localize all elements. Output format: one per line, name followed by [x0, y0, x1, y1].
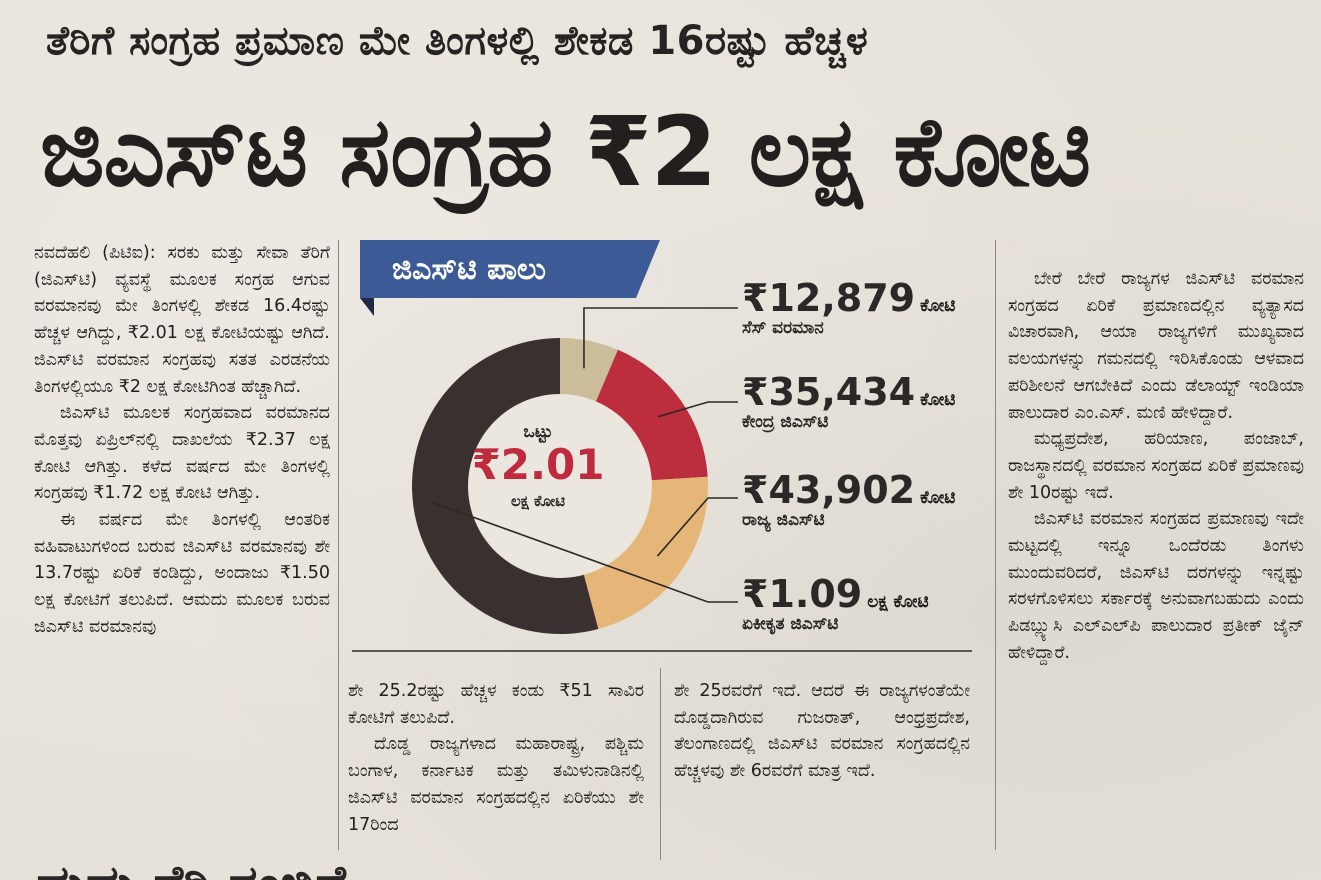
paragraph: ಶೇ 25.2ರಷ್ಟು ಹೆಚ್ಚಳ ಕಂಡು ₹51 ಸಾವಿರ ಕೋಟಿಗ…: [348, 681, 644, 728]
callout-unit: ಕೋಟಿ: [920, 296, 956, 316]
paragraph: ದೊಡ್ಡ ರಾಜ್ಯಗಳಾದ ಮಹಾರಾಷ್ಟ್ರ, ಪಶ್ಚಿಮ ಬಂಗಾಳ…: [348, 734, 644, 835]
callout-label: ಸೆಸ್ ವರಮಾನ: [742, 318, 824, 338]
paragraph: ಜಿಎಸ್‌ಟಿ ವರಮಾನ ಸಂಗ್ರಹದ ಪ್ರಮಾಣವು ಇದೇ ಮಟ್ಟ…: [1008, 509, 1304, 663]
callout-amount: ₹1.09: [742, 572, 863, 616]
callout-unit: ಲಕ್ಷ ಕೋಟಿ: [867, 592, 929, 612]
kicker-headline: ತೆರಿಗೆ ಸಂಗ್ರಹ ಪ್ರಮಾಣ ಮೇ ತಿಂಗಳಲ್ಲಿ ಶೇಕಡ 1…: [46, 18, 869, 64]
paragraph: ಮಧ್ಯಪ್ರದೇಶ, ಹರಿಯಾಣ, ಪಂಜಾಬ್, ರಾಜಸ್ಥಾನದಲ್ಲ…: [1008, 429, 1304, 503]
donut-slice-3: [412, 338, 599, 634]
paragraph: ಶೇ 25ರವರೆಗೆ ಇದೆ. ಆದರೆ ಈ ರಾಜ್ಯಗಳಂತೆಯೇ ದೊಡ…: [674, 681, 970, 782]
paragraph: ಈ ವರ್ಷದ ಮೇ ತಿಂಗಳಲ್ಲಿ ಆಂತರಿಕ ವಹಿವಾಟುಗಳಿಂದ…: [34, 510, 330, 637]
callout-central-gst: ₹35,434 ಕೋಟಿ ಕೇಂದ್ರ ಜಿಎಸ್‌ಟಿ: [742, 370, 955, 432]
paragraph: ಬೇರೆ ಬೇರೆ ರಾಜ್ಯಗಳ ಜಿಎಸ್‌ಟಿ ವರಮಾನ ಸಂಗ್ರಹದ…: [1008, 269, 1304, 423]
donut-slice-2: [583, 476, 708, 629]
graphic-banner: ಜಿಎಸ್‌ಟಿ ಪಾಲು: [360, 240, 660, 298]
donut-center: ಒಟ್ಟು ₹2.01 ಲಕ್ಷ ಕೋಟಿ: [458, 422, 618, 510]
gst-share-graphic: ಜಿಎಸ್‌ಟಿ ಪಾಲು ಒಟ್ಟು ₹2.01 ಲಕ್ಷ ಕೋಟಿ ₹12,…: [360, 236, 980, 656]
total-label: ಒಟ್ಟು: [523, 422, 553, 442]
donut-slice-0: [560, 338, 618, 402]
paragraph: ನವದೆಹಲಿ (ಪಿಟಿಐ): ಸರಕು ಮತ್ತು ಸೇವಾ ತೆರಿಗೆ …: [34, 243, 330, 397]
next-headline-fragment: ಡುಡು ತೆರಿ ನಂಬಿಗೆ: [0, 850, 1008, 880]
callout-state-gst: ₹43,902 ಕೋಟಿ ರಾಜ್ಯ ಜಿಎಸ್‌ಟಿ: [742, 468, 955, 530]
callout-integrated-gst: ₹1.09 ಲಕ್ಷ ಕೋಟಿ ಏಕೀಕೃತ ಜಿಎಸ್‌ಟಿ: [742, 572, 929, 634]
callout-leader-lines: [432, 307, 738, 603]
column-rule: [995, 240, 996, 850]
graphic-divider: [352, 650, 972, 652]
total-unit: ಲಕ್ಷ ಕೋಟಿ: [510, 492, 566, 511]
article-column-4: ಬೇರೆ ಬೇರೆ ರಾಜ್ಯಗಳ ಜಿಎಸ್‌ಟಿ ವರಮಾನ ಸಂಗ್ರಹದ…: [1008, 266, 1304, 880]
callout-label: ರಾಜ್ಯ ಜಿಎಸ್‌ಟಿ: [742, 510, 825, 530]
leader-line-1: [657, 401, 738, 418]
paragraph: ಜಿಎಸ್‌ಟಿ ಮೂಲಕ ಸಂಗ್ರಹವಾದ ವರಮಾನದ ಮೊತ್ತವು ಏ…: [34, 403, 330, 504]
callout-cess: ₹12,879 ಕೋಟಿ ಸೆಸ್ ವರಮಾನ: [742, 276, 955, 338]
main-headline: ಜಿಎಸ್‌ಟಿ ಸಂಗ್ರಹ ₹2 ಲಕ್ಷ ಕೋಟಿ: [40, 96, 1091, 208]
leader-line-2: [656, 497, 738, 557]
total-value: ₹2.01: [471, 440, 605, 489]
leader-line-3: [432, 501, 738, 603]
column-rule: [660, 668, 661, 860]
article-column-3: ಶೇ 25ರವರೆಗೆ ಇದೆ. ಆದರೆ ಈ ರಾಜ್ಯಗಳಂತೆಯೇ ದೊಡ…: [674, 678, 970, 868]
donut-slice-1: [596, 349, 708, 481]
column-rule: [338, 240, 339, 850]
callout-amount: ₹43,902: [742, 468, 916, 512]
callout-unit: ಕೋಟಿ: [920, 488, 956, 508]
leader-line-0: [583, 307, 738, 369]
callout-label: ಕೇಂದ್ರ ಜಿಎಸ್‌ಟಿ: [742, 412, 829, 432]
callout-amount: ₹12,879: [742, 276, 916, 320]
callout-label: ಏಕೀಕೃತ ಜಿಎಸ್‌ಟಿ: [742, 614, 839, 634]
callout-unit: ಕೋಟಿ: [920, 390, 956, 410]
article-column-2: ಶೇ 25.2ರಷ್ಟು ಹೆಚ್ಚಳ ಕಂಡು ₹51 ಸಾವಿರ ಕೋಟಿಗ…: [348, 678, 644, 868]
article-column-1: ನವದೆಹಲಿ (ಪಿಟಿಐ): ಸರಕು ಮತ್ತು ಸೇವಾ ತೆರಿಗೆ …: [34, 240, 330, 860]
callout-amount: ₹35,434: [742, 370, 916, 414]
